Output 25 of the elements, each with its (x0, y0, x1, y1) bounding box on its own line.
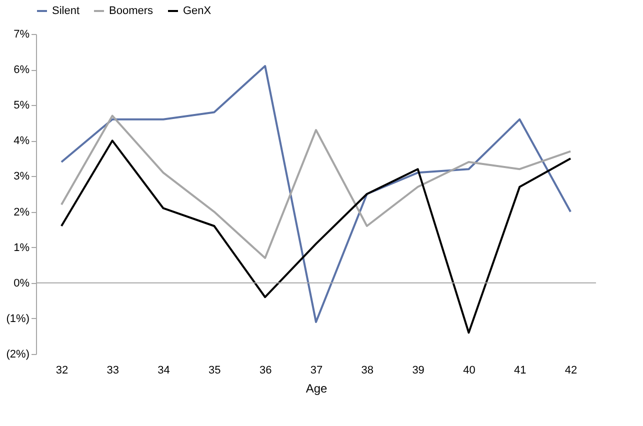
y-tick-label: 6% (14, 64, 30, 76)
y-tick-label: 4% (14, 135, 30, 148)
y-tick-label: 1% (14, 242, 30, 254)
x-tick-label: 34 (158, 364, 170, 376)
x-tick-label: 38 (361, 364, 374, 376)
x-tick-label: 36 (259, 364, 272, 376)
x-tick-label: 32 (56, 364, 68, 376)
y-tick-label: (1%) (6, 312, 30, 325)
y-tick-label: (2%) (6, 348, 30, 360)
x-tick-label: 40 (463, 364, 476, 376)
legend-label: Silent (52, 5, 80, 17)
x-tick-label: 39 (412, 364, 424, 376)
x-tick-label: 33 (106, 364, 119, 376)
y-tick-label: 7% (14, 28, 30, 40)
y-tick-label: 2% (14, 206, 30, 218)
x-tick-label: 41 (514, 364, 526, 376)
legend-label: GenX (183, 5, 212, 17)
legend-label: Boomers (109, 5, 154, 17)
x-tick-label: 37 (310, 364, 323, 376)
x-axis-title: Age (306, 382, 328, 396)
x-tick-label: 42 (564, 364, 578, 376)
y-tick-label: 3% (14, 170, 30, 183)
x-tick-label: 35 (208, 364, 221, 376)
y-tick-label: 0% (14, 277, 30, 290)
y-tick-label: 5% (14, 100, 30, 112)
